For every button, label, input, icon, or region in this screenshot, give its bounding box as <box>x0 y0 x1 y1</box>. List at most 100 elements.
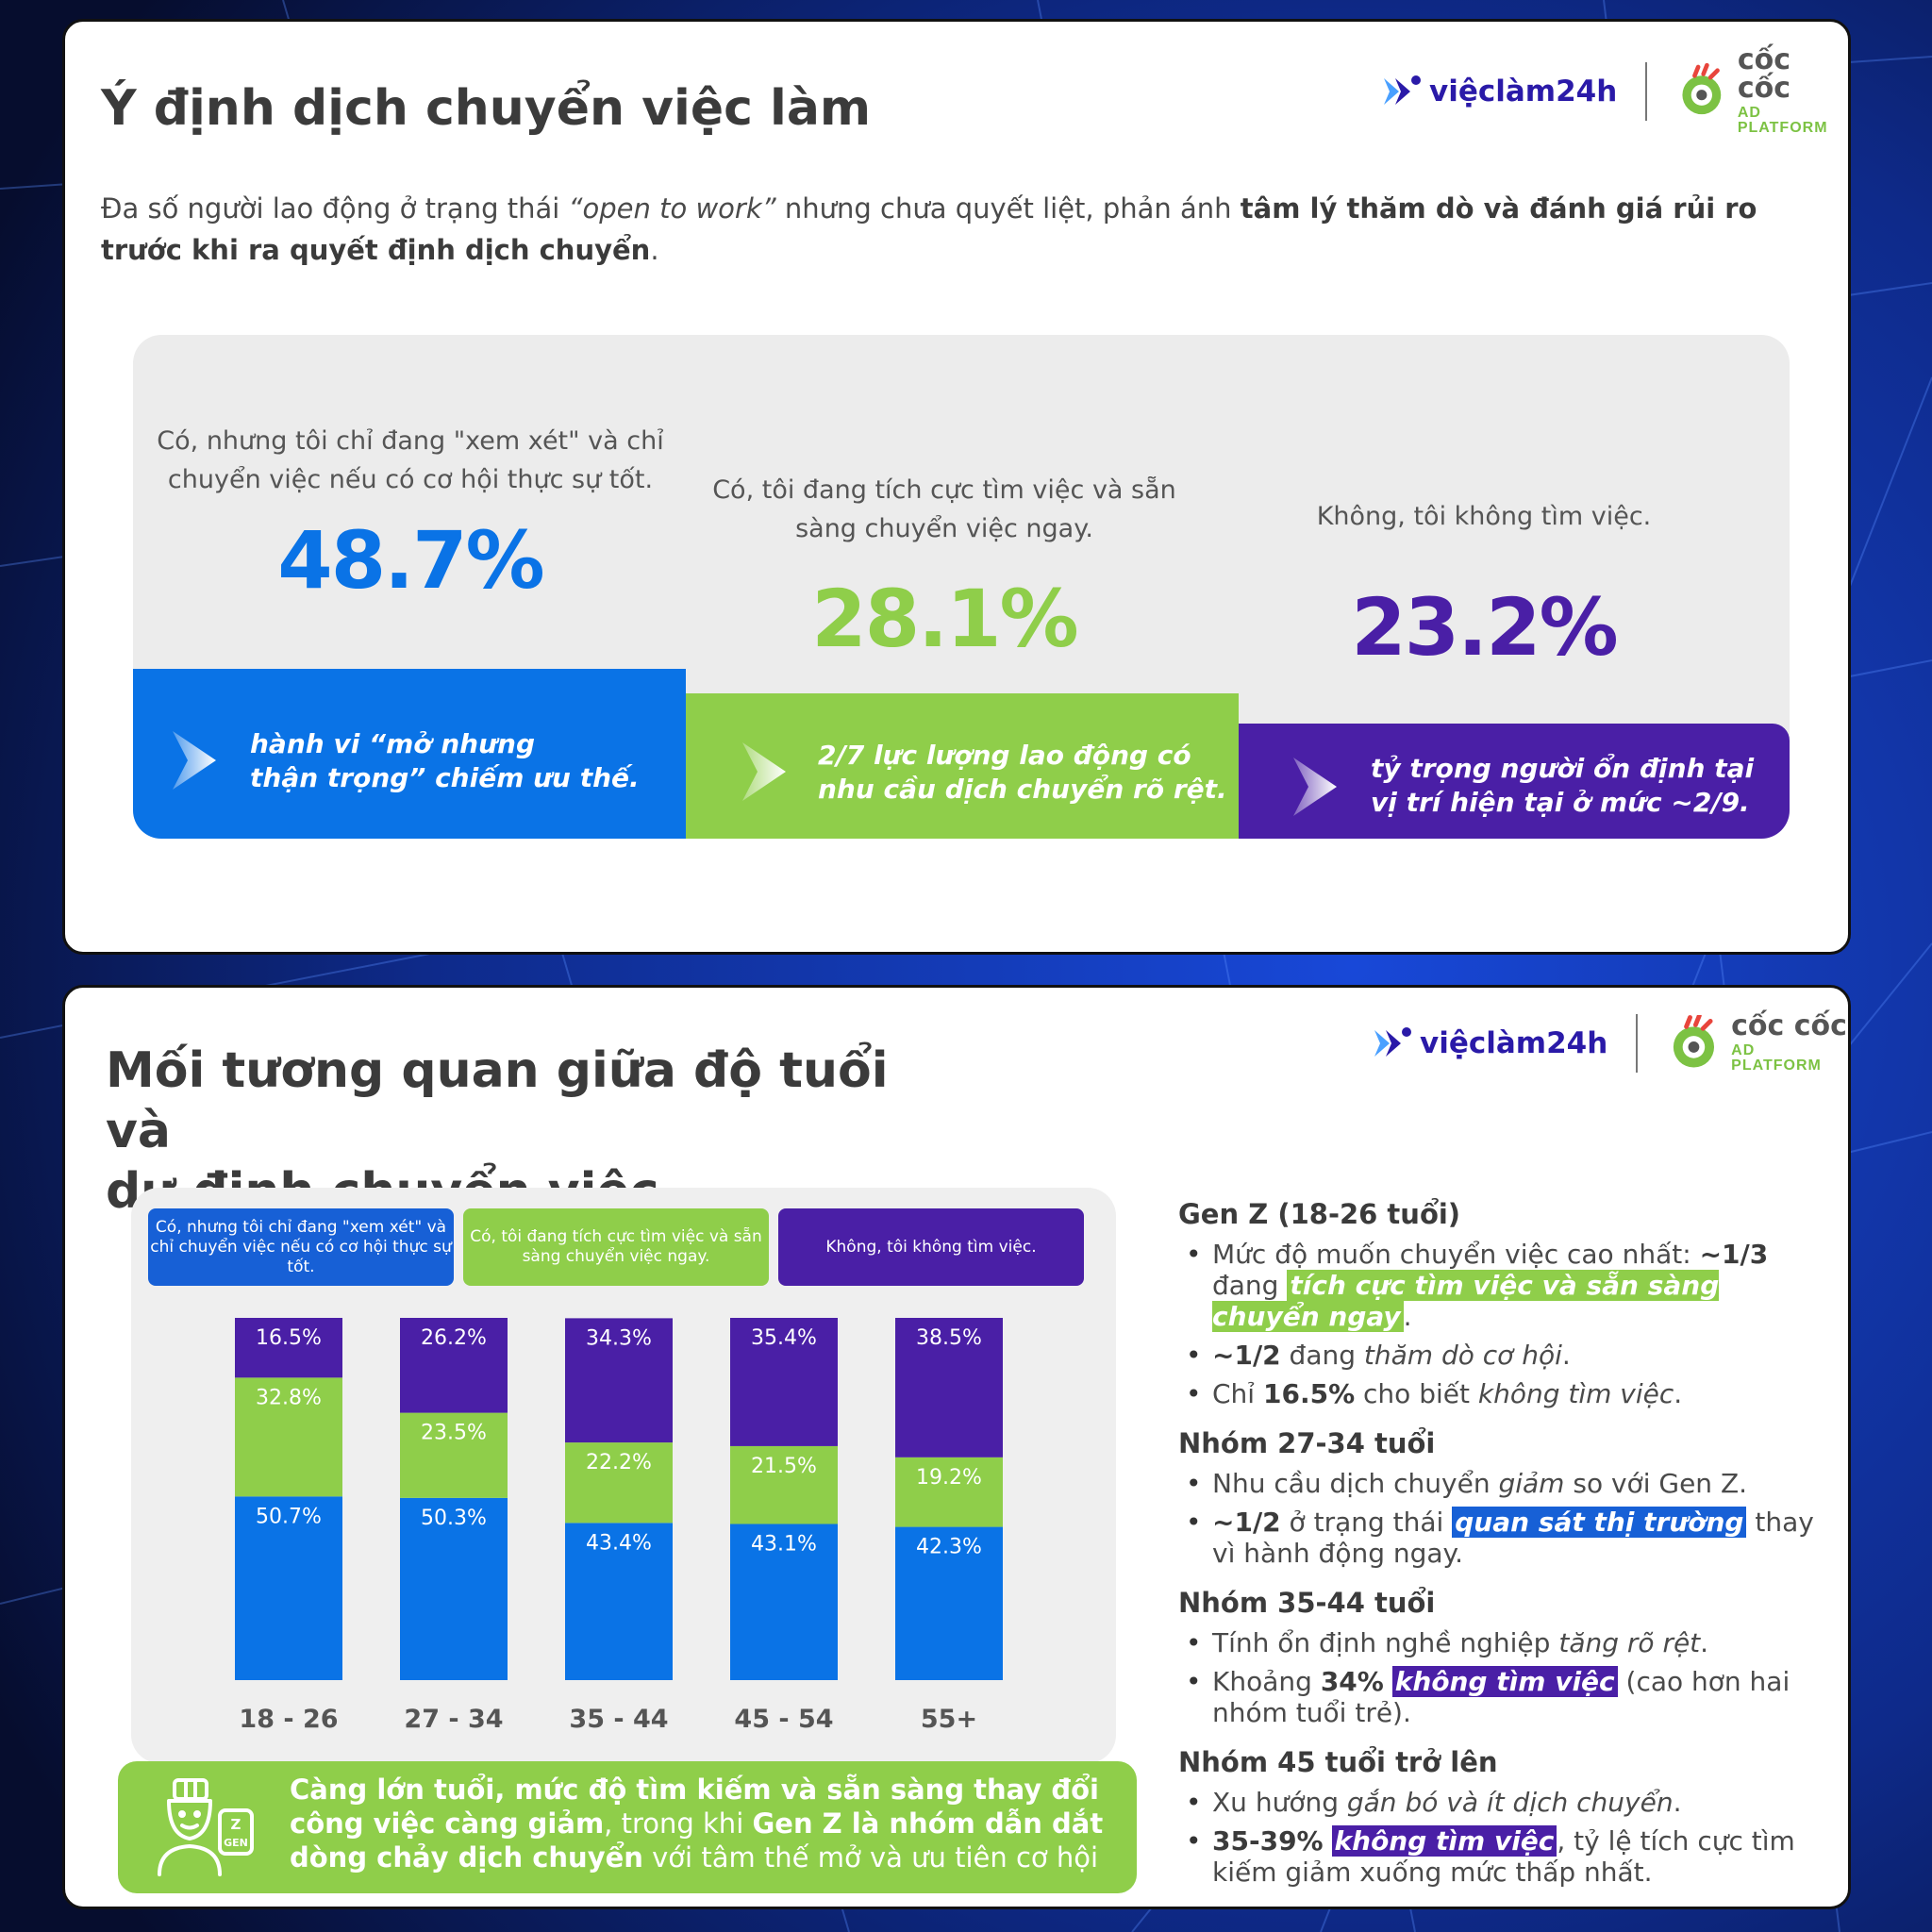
insight-item: ~1/2 đang thăm dò cơ hội. <box>1178 1340 1820 1371</box>
insight-heading: Gen Z (18-26 tuổi) <box>1178 1198 1461 1230</box>
insight-line-2: nhu cầu dịch chuyển rõ rệt. <box>818 774 1227 805</box>
takeaway-bold-2: Gen Z là nhóm dẫn dắt dòng chảy dịch chu… <box>290 1807 1104 1874</box>
insight-group-genz: Gen Z (18-26 tuổi) Mức độ muốn chuyển vi… <box>1178 1197 1820 1409</box>
takeaway-text: Càng lớn tuổi, mức độ tìm kiếm và sẵn sà… <box>290 1773 1120 1874</box>
insight-item: Tính ổn định nghề nghiệp tăng rõ rệt. <box>1178 1627 1820 1658</box>
bar-segment <box>400 1318 508 1413</box>
insight-line-1: hành vi “mở nhưng <box>250 728 536 759</box>
stat-value: 23.2% <box>1351 581 1618 674</box>
stat-question: Có, tôi đang tích cực tìm việc và sẵn sà… <box>712 475 1176 543</box>
stat-considering: Có, nhưng tôi chỉ đang "xem xét" và chỉ … <box>156 422 665 607</box>
genz-person-icon: Z GEN <box>158 1778 254 1876</box>
x-tick-label: 45 - 54 <box>734 1705 833 1734</box>
insight-group-27-34: Nhóm 27-34 tuổi Nhu cầu dịch chuyển giảm… <box>1178 1426 1820 1569</box>
bar-data-label: 42.3% <box>916 1536 982 1559</box>
stat-value: 28.1% <box>811 573 1078 665</box>
insight-heading: Nhóm 45 tuổi trở lên <box>1178 1746 1498 1778</box>
intro-bold: tâm lý thăm dò và đánh giá rủi ro trước … <box>101 192 1757 266</box>
insight-line-1: 2/7 lực lượng lao động có <box>818 740 1191 771</box>
coccoc-wordmark: cốc cốc <box>1737 43 1791 105</box>
chevron-right-icon <box>173 731 216 790</box>
bar-segment <box>235 1496 342 1680</box>
insight-text: 2/7 lực lượng lao động có nhu cầu dịch c… <box>818 739 1227 807</box>
bar-data-label: 16.5% <box>256 1326 322 1350</box>
insight-item: ~1/2 ở trạng thái quan sát thị trường th… <box>1178 1507 1820 1569</box>
bar-segment <box>400 1412 508 1498</box>
insight-group-35-44: Nhóm 35-44 tuổi Tính ổn định nghề nghiệp… <box>1178 1586 1820 1728</box>
age-group-insights: Gen Z (18-26 tuổi) Mức độ muốn chuyển vi… <box>1178 1197 1820 1905</box>
legend-considering: Có, nhưng tôi chỉ đang "xem xét" và chỉ … <box>148 1208 454 1286</box>
insight-item: Nhu cầu dịch chuyển giảm so với Gen Z. <box>1178 1468 1820 1499</box>
insight-band-green: 2/7 lực lượng lao động có nhu cầu dịch c… <box>686 693 1239 839</box>
coccoc-wordmark: cốc cốc <box>1731 1009 1847 1042</box>
partner-logos: việclàm24h cốc cốc AD PLATFORM <box>1380 46 1848 136</box>
coccoc-subtitle: AD PLATFORM <box>1731 1042 1822 1074</box>
insight-item: Mức độ muốn chuyển việc cao nhất: ~1/3 đ… <box>1178 1239 1820 1332</box>
slide-title: Ý định dịch chuyển việc làm <box>101 80 872 137</box>
insight-text: hành vi “mở nhưng thận trọng” chiếm ưu t… <box>250 727 640 795</box>
stacked-bar-chart-panel: Có, nhưng tôi chỉ đang "xem xét" và chỉ … <box>131 1188 1116 1763</box>
logo-divider <box>1645 61 1648 121</box>
coccoc-logo: cốc cốc AD PLATFORM <box>1666 1012 1848 1074</box>
vieclam24h-logo: việclàm24h <box>1380 73 1617 110</box>
insight-heading: Nhóm 27-34 tuổi <box>1178 1427 1436 1459</box>
bar-segment <box>895 1526 1003 1680</box>
stat-question: Không, tôi không tìm việc. <box>1316 502 1652 531</box>
stat-question: Có, nhưng tôi chỉ đang "xem xét" và chỉ … <box>157 426 664 494</box>
slide-job-mobility-intent: Ý định dịch chuyển việc làm việclàm24h c… <box>62 19 1851 955</box>
legend-not-seeking: Không, tôi không tìm việc. <box>778 1208 1084 1286</box>
stat-not-seeking: Không, tôi không tìm việc. 23.2% <box>1239 497 1729 674</box>
svg-text:GEN: GEN <box>224 1837 248 1849</box>
bar-segment <box>730 1445 838 1524</box>
logo-divider <box>1636 1013 1639 1073</box>
insight-item: Xu hướng gắn bó và ít dịch chuyển. <box>1178 1787 1820 1818</box>
bar-segment <box>730 1524 838 1680</box>
intro-text-1: Đa số người lao động ở trạng thái <box>101 192 569 225</box>
insight-line-2: vị trí hiện tại ở mức ~2/9. <box>1371 787 1750 818</box>
slide-age-vs-job-change: Mối tương quan giữa độ tuổi và dự định c… <box>62 985 1851 1909</box>
vieclam24h-mark-icon <box>1384 75 1421 105</box>
x-tick-label: 55+ <box>921 1705 977 1734</box>
bar-data-label: 21.5% <box>751 1455 817 1478</box>
x-tick-label: 35 - 44 <box>569 1705 668 1734</box>
bar-data-label: 35.4% <box>751 1326 817 1350</box>
takeaway-bold-1: Càng lớn tuổi, mức độ tìm kiếm và sẵn sà… <box>290 1774 1099 1840</box>
stacked-bar-chart: 50.7% 32.8% 16.5% 18 - 26 50.3% 23.5% 26.2% 27 … <box>235 1318 1003 1734</box>
bar-segment <box>400 1497 508 1680</box>
bar-segment <box>235 1377 342 1497</box>
intro-italic: “open to work” <box>568 192 776 225</box>
stat-active-seeking: Có, tôi đang tích cực tìm việc và sẵn sà… <box>699 471 1190 665</box>
vieclam24h-mark-icon <box>1374 1026 1411 1057</box>
legend-active-seeking: Có, tôi đang tích cực tìm việc và sẵn sà… <box>463 1208 769 1286</box>
stat-value: 48.7% <box>277 514 544 607</box>
bar-segment <box>895 1457 1003 1527</box>
intro-paragraph: Đa số người lao động ở trạng thái “open … <box>101 188 1818 271</box>
vieclam24h-wordmark: việclàm24h <box>1429 74 1618 108</box>
bar-segment <box>565 1318 673 1443</box>
bar-data-label: 32.8% <box>256 1386 322 1409</box>
bar-segment <box>565 1442 673 1524</box>
bar-segment <box>895 1318 1003 1457</box>
coccoc-subtitle: AD PLATFORM <box>1737 105 1828 136</box>
bar-data-label: 19.2% <box>916 1466 982 1490</box>
bar-data-label: 26.2% <box>421 1326 487 1350</box>
vieclam24h-wordmark: việclàm24h <box>1420 1025 1608 1060</box>
bar-segment <box>730 1318 838 1446</box>
coccoc-mark-icon <box>1674 1014 1715 1068</box>
bar-data-label: 50.3% <box>421 1507 487 1530</box>
chevron-right-icon <box>742 742 786 801</box>
insight-heading: Nhóm 35-44 tuổi <box>1178 1587 1436 1619</box>
intro-end: . <box>650 234 659 266</box>
bar-data-label: 23.5% <box>421 1422 487 1445</box>
insight-line-1: tỷ trọng người ổn định tại <box>1371 753 1755 784</box>
insight-line-2: thận trọng” chiếm ưu thế. <box>250 762 640 793</box>
insight-text: tỷ trọng người ổn định tại vị trí hiện t… <box>1371 752 1754 820</box>
bar-segment <box>565 1523 673 1680</box>
takeaway-banner: Z GEN Càng lớn tuổi, mức độ tìm kiếm và … <box>118 1761 1137 1893</box>
coccoc-logo: cốc cốc AD PLATFORM <box>1675 46 1848 136</box>
svg-text:Z: Z <box>231 1816 242 1833</box>
insight-item: Chỉ 16.5% cho biết không tìm việc. <box>1178 1378 1820 1409</box>
insight-band-blue: hành vi “mở nhưng thận trọng” chiếm ưu t… <box>133 669 686 839</box>
bar-data-label: 43.4% <box>586 1531 652 1555</box>
bar-data-label: 43.1% <box>751 1532 817 1556</box>
